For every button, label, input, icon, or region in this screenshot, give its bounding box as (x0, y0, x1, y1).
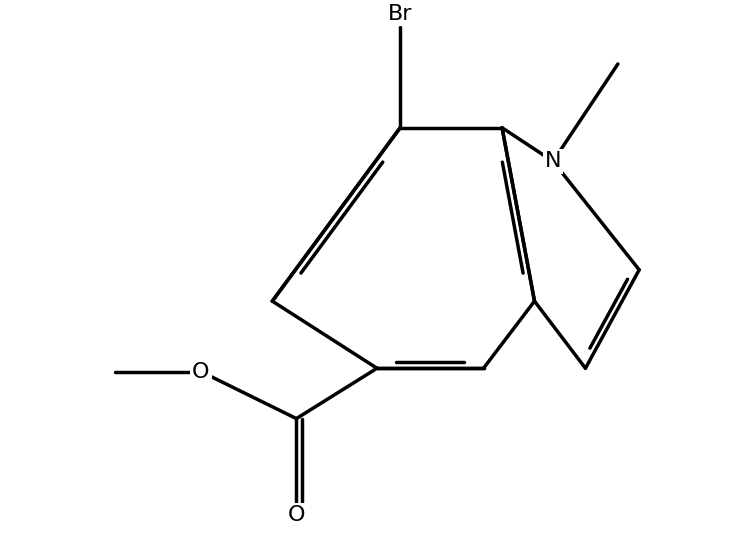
Text: O: O (287, 506, 305, 526)
Text: Br: Br (388, 4, 412, 24)
Text: O: O (192, 362, 210, 381)
Text: N: N (545, 151, 561, 171)
